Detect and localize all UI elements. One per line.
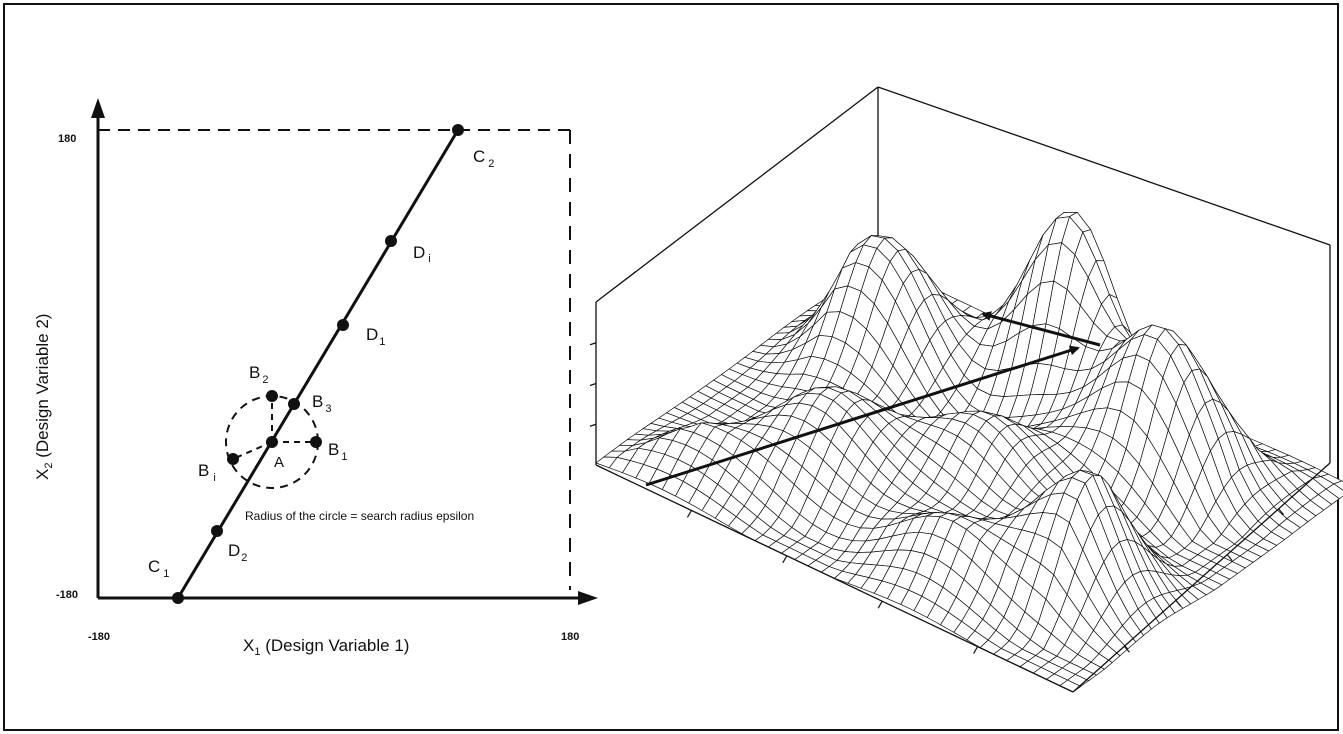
tick-mark xyxy=(1278,508,1285,516)
tick-mark xyxy=(1226,554,1233,561)
search-line-c1-c2 xyxy=(176,129,460,599)
y-max-label: 180 xyxy=(58,133,76,145)
y-min-label: -180 xyxy=(56,589,78,601)
tick-mark xyxy=(589,382,597,387)
tick-mark xyxy=(686,510,692,518)
radius-to-bi xyxy=(232,441,273,460)
label-a: A xyxy=(274,454,284,471)
search-arrow-short xyxy=(981,311,1101,347)
search-space-diagram: 180 -180 -180 180 X1 (Design Variable 1)… xyxy=(33,98,598,658)
point-c2 xyxy=(452,124,464,136)
point-d2 xyxy=(211,525,223,537)
figure-frame xyxy=(3,3,1339,731)
tick-mark xyxy=(1123,645,1130,653)
y-axis-title: X2 (Design Variable 2) xyxy=(33,314,55,480)
point-b1 xyxy=(310,436,322,448)
point-bi xyxy=(227,453,239,465)
point-b2 xyxy=(266,390,278,402)
label-d1: D1 xyxy=(366,325,385,348)
y-axis-arrow xyxy=(91,98,105,118)
point-c1 xyxy=(172,592,184,604)
tick-mark xyxy=(782,555,788,564)
x-min-label: -180 xyxy=(88,631,110,643)
point-a xyxy=(266,436,278,448)
x-axis-title: X1 (Design Variable 1) xyxy=(243,636,409,658)
box-tick-marks xyxy=(589,342,1285,654)
label-d2: D2 xyxy=(228,541,247,564)
tick-mark xyxy=(973,646,979,654)
surface-plot-3d xyxy=(589,86,1343,693)
surface-mesh xyxy=(595,211,1343,693)
tick-mark xyxy=(1175,600,1182,607)
search-arrow-long xyxy=(645,345,1080,487)
point-di xyxy=(385,235,397,247)
box-front-edges xyxy=(595,462,1331,693)
circle-radius-note: Radius of the circle = search radius eps… xyxy=(245,509,474,523)
tick-mark xyxy=(589,423,597,427)
point-b3 xyxy=(288,398,300,410)
x-max-label: 180 xyxy=(561,631,579,643)
tick-mark xyxy=(877,600,883,609)
point-d1 xyxy=(337,319,349,331)
tick-mark xyxy=(589,342,597,346)
x-axis-arrow xyxy=(578,591,598,605)
